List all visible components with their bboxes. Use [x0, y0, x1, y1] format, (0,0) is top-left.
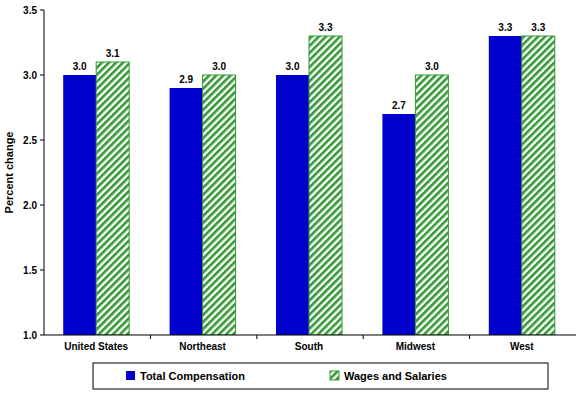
y-tick-label: 2.5 — [23, 135, 37, 146]
legend-swatch — [330, 371, 339, 380]
y-tick-label: 1.0 — [23, 330, 37, 341]
x-tick-label: Northeast — [179, 341, 226, 352]
data-labels: 3.0 2.9 3.0 2.7 3.3 3.1 3.0 3.3 3.0 3.3 — [73, 22, 546, 111]
x-axis-line — [44, 335, 576, 336]
y-tick-label: 2.0 — [23, 200, 37, 211]
x-tick — [256, 335, 257, 339]
y-tick — [40, 335, 44, 336]
y-axis: 1.0 1.5 2.0 2.5 3.0 3.5 Percent change — [3, 5, 44, 341]
x-tick-label: West — [510, 341, 534, 352]
bar — [309, 36, 342, 335]
bar — [170, 88, 203, 335]
legend-box — [93, 363, 548, 389]
data-label: 3.0 — [286, 61, 300, 72]
legend: Total Compensation Wages and Salaries — [93, 363, 548, 389]
x-tick-label: United States — [64, 341, 128, 352]
x-tick — [150, 335, 151, 339]
bar — [522, 36, 555, 335]
data-label: 2.9 — [179, 74, 193, 85]
y-tick — [40, 75, 44, 76]
data-label: 2.7 — [392, 100, 406, 111]
y-tick — [40, 140, 44, 141]
legend-label: Total Compensation — [140, 370, 245, 382]
chart: 1.01.52.02.53.03.5Percent change3.02.93.… — [0, 0, 578, 393]
data-label: 3.3 — [498, 22, 512, 33]
x-tick-label: South — [295, 341, 323, 352]
x-tick — [363, 335, 364, 339]
y-tick-label: 3.0 — [23, 70, 37, 81]
y-tick-label: 3.5 — [23, 5, 37, 16]
x-axis: United States Northeast South Midwest West — [44, 335, 576, 352]
bar — [415, 75, 448, 335]
legend-swatch — [126, 371, 135, 380]
data-label: 3.1 — [106, 48, 120, 59]
y-axis-line — [44, 10, 45, 335]
y-tick — [40, 205, 44, 206]
legend-label: Wages and Salaries — [344, 370, 447, 382]
bar — [276, 75, 309, 335]
bars — [63, 36, 555, 335]
data-label: 3.0 — [73, 61, 87, 72]
y-tick — [40, 270, 44, 271]
y-tick-label: 1.5 — [23, 265, 37, 276]
bar — [489, 36, 522, 335]
data-label: 3.3 — [531, 22, 545, 33]
bar — [63, 75, 96, 335]
x-tick — [469, 335, 470, 339]
bar — [203, 75, 236, 335]
y-tick — [40, 10, 44, 11]
data-label: 3.0 — [425, 61, 439, 72]
data-label: 3.0 — [212, 61, 226, 72]
bar — [96, 62, 129, 335]
x-tick-label: Midwest — [396, 341, 436, 352]
data-label: 3.3 — [319, 22, 333, 33]
bar — [382, 114, 415, 335]
y-axis-title: Percent change — [3, 132, 15, 214]
